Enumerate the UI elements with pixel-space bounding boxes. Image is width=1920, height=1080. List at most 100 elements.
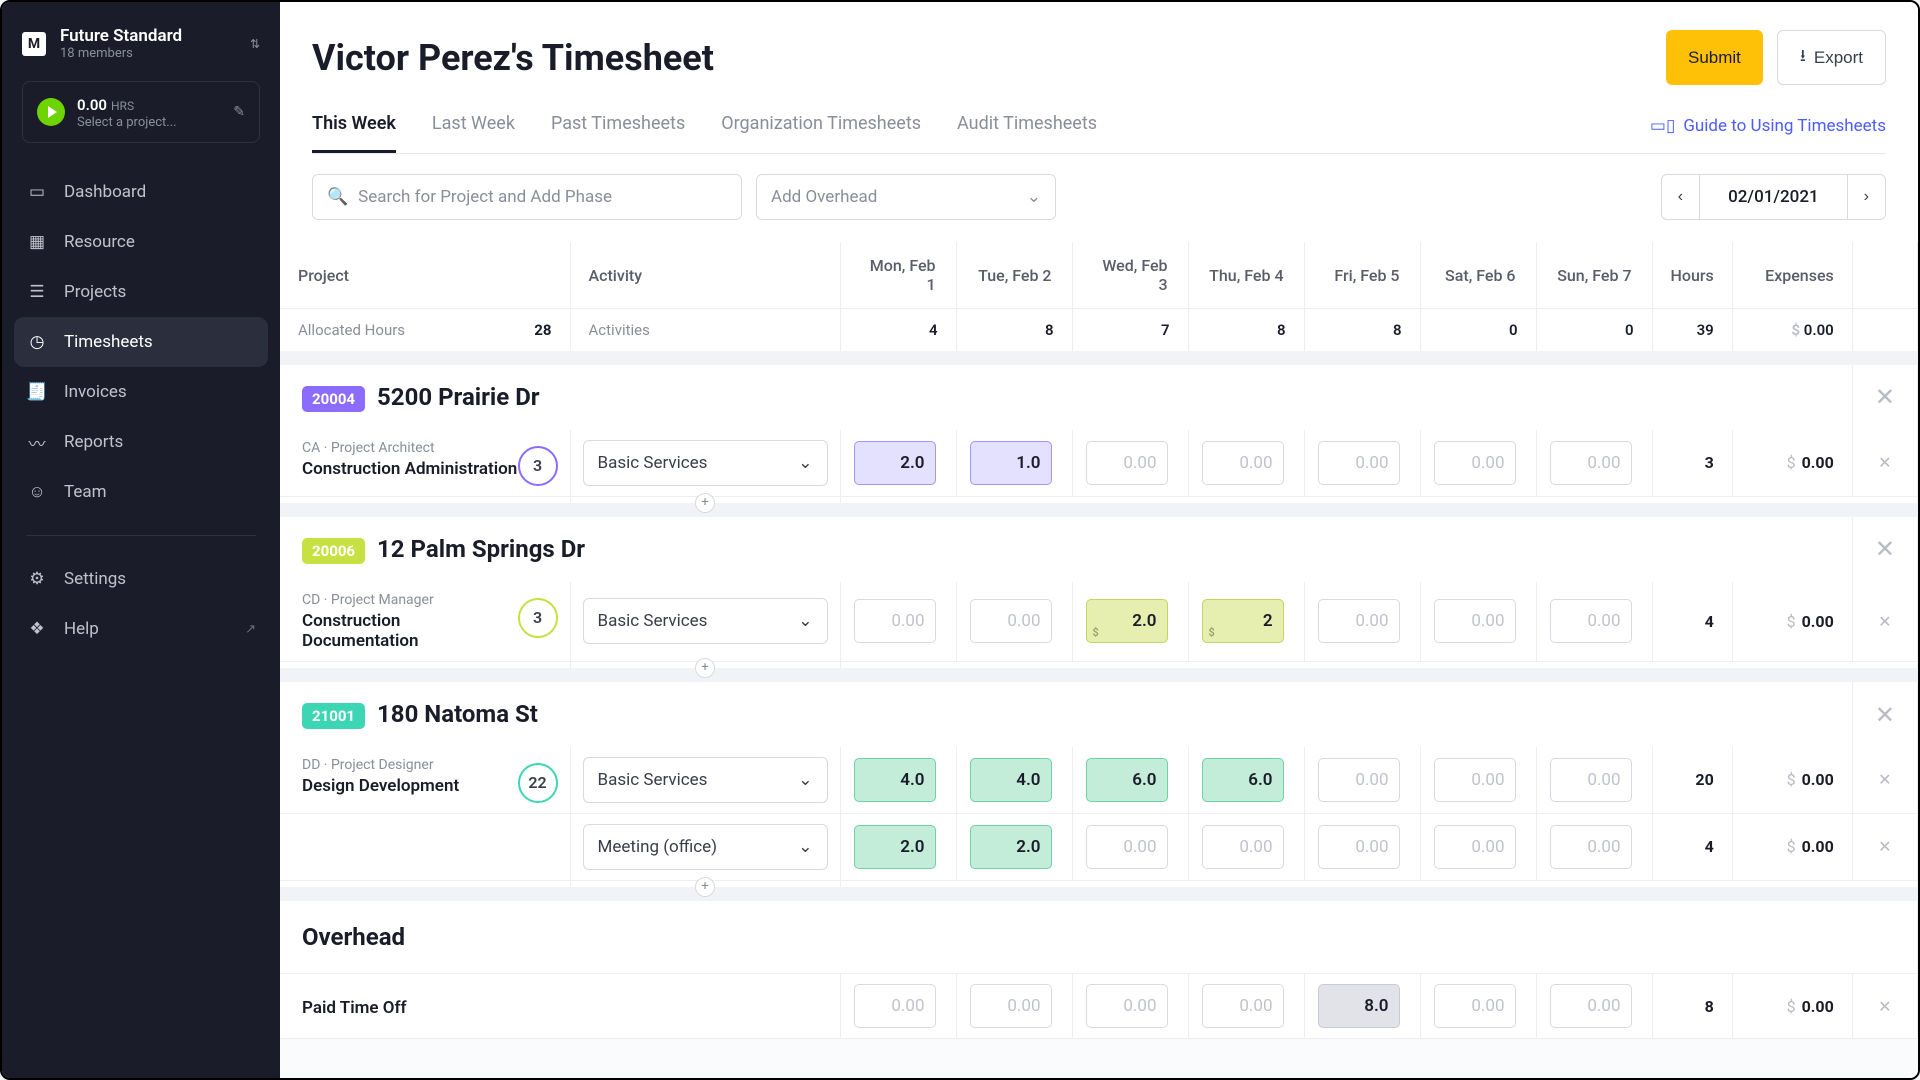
hour-cell-wed[interactable]: 0.00 — [1086, 984, 1168, 1028]
budget-badge: 22 — [518, 763, 558, 803]
hour-cell-thu[interactable]: 0.00 — [1202, 441, 1284, 485]
activity-select[interactable]: Basic Services⌄ — [583, 757, 828, 803]
hour-cell-sun[interactable]: 0.00 — [1550, 599, 1632, 643]
phase-name: Paid Time Off — [302, 998, 828, 1018]
guide-link[interactable]: ▭▯Guide to Using Timesheets — [1650, 116, 1886, 150]
hour-cell-mon[interactable]: 2.0 — [854, 825, 936, 869]
nav-resource[interactable]: ▦Resource — [2, 217, 280, 267]
remove-project-button[interactable]: ✕ — [1852, 510, 1917, 582]
hour-cell-sat[interactable]: 0.00 — [1434, 599, 1516, 643]
hour-cell-wed[interactable]: 0.00 — [1086, 825, 1168, 869]
tab-audit[interactable]: Audit Timesheets — [957, 113, 1097, 153]
hour-cell-sat[interactable]: 0.00 — [1434, 758, 1516, 802]
timesheet-row: 22DD · Project DesignerDesign Developmen… — [280, 747, 1918, 814]
remove-row-button[interactable]: ✕ — [1852, 582, 1917, 662]
tab-past[interactable]: Past Timesheets — [551, 113, 685, 153]
nav-projects[interactable]: ☰Projects — [2, 267, 280, 317]
hour-cell-sat[interactable]: 0.00 — [1434, 441, 1516, 485]
sidebar: M Future Standard 18 members ⇅ 0.00HRS S… — [2, 2, 280, 1078]
hour-cell-sat[interactable]: 0.00 — [1434, 984, 1516, 1028]
external-icon: ↗ — [245, 622, 256, 637]
hour-cell-fri[interactable]: 0.00 — [1318, 599, 1400, 643]
hour-cell-fri[interactable]: 0.00 — [1318, 825, 1400, 869]
timesheet-row: 3CA · Project ArchitectConstruction Admi… — [280, 430, 1918, 497]
timer-hours: 0.00 — [77, 96, 107, 114]
col-mon: Mon, Feb 1 — [840, 242, 956, 309]
nav-dashboard[interactable]: ▭Dashboard — [2, 167, 280, 217]
timer-widget[interactable]: 0.00HRS Select a project... ✎ — [22, 81, 260, 143]
hour-cell-mon[interactable]: 4.0 — [854, 758, 936, 802]
hour-cell-thu[interactable]: 0.00 — [1202, 984, 1284, 1028]
hour-cell-fri[interactable]: 0.00 — [1318, 441, 1400, 485]
hour-cell-wed[interactable]: $2.0 — [1086, 599, 1168, 643]
hour-cell-sun[interactable]: 0.00 — [1550, 825, 1632, 869]
add-row-button[interactable]: + — [695, 658, 715, 678]
hour-cell-thu[interactable]: 6.0 — [1202, 758, 1284, 802]
hour-cell-sun[interactable]: 0.00 — [1550, 758, 1632, 802]
export-button[interactable]: ⭳Export — [1777, 30, 1886, 85]
remove-row-button[interactable]: ✕ — [1852, 974, 1917, 1039]
hour-cell-tue[interactable]: 0.00 — [970, 599, 1052, 643]
hour-cell-sun[interactable]: 0.00 — [1550, 984, 1632, 1028]
search-input[interactable]: 🔍 Search for Project and Add Phase — [312, 174, 742, 220]
org-switcher[interactable]: M Future Standard 18 members ⇅ — [2, 26, 280, 81]
activity-select[interactable]: Meeting (office)⌄ — [583, 824, 828, 870]
activity-select[interactable]: Basic Services⌄ — [583, 440, 828, 486]
project-header: 2000612 Palm Springs Dr ✕ — [280, 510, 1918, 582]
edit-icon[interactable]: ✎ — [233, 104, 245, 120]
nav-invoices[interactable]: 🧾Invoices — [2, 367, 280, 417]
row-total: 3 — [1652, 430, 1732, 497]
play-icon[interactable] — [37, 98, 65, 126]
hour-cell-mon[interactable]: 0.00 — [854, 984, 936, 1028]
remove-row-button[interactable]: ✕ — [1852, 813, 1917, 880]
remove-row-button[interactable]: ✕ — [1852, 430, 1917, 497]
remove-project-button[interactable]: ✕ — [1852, 675, 1917, 747]
nav-settings[interactable]: ⚙Settings — [2, 554, 280, 604]
hour-cell-tue[interactable]: 2.0 — [970, 825, 1052, 869]
row-expense[interactable]: $0.00 — [1732, 582, 1852, 662]
tab-org[interactable]: Organization Timesheets — [721, 113, 921, 153]
hour-cell-sun[interactable]: 0.00 — [1550, 441, 1632, 485]
remove-row-button[interactable]: ✕ — [1852, 747, 1917, 814]
nav-team[interactable]: ☺Team — [2, 467, 280, 517]
tab-this-week[interactable]: This Week — [312, 113, 396, 153]
row-expense[interactable]: $0.00 — [1732, 430, 1852, 497]
person-icon: ☺ — [26, 481, 48, 503]
date-next-button[interactable]: › — [1848, 176, 1885, 218]
timesheet-grid: Project Activity Mon, Feb 1 Tue, Feb 2 W… — [280, 242, 1918, 1039]
hour-cell-tue[interactable]: 1.0 — [970, 441, 1052, 485]
hour-cell-fri[interactable]: 8.0 — [1318, 984, 1400, 1028]
hour-cell-tue[interactable]: 4.0 — [970, 758, 1052, 802]
submit-button[interactable]: Submit — [1666, 30, 1763, 85]
hour-cell-mon[interactable]: 0.00 — [854, 599, 936, 643]
col-fri: Fri, Feb 5 — [1304, 242, 1420, 309]
date-prev-button[interactable]: ‹ — [1662, 176, 1699, 218]
grid-icon: ▦ — [26, 231, 48, 253]
add-row-button[interactable]: + — [695, 877, 715, 897]
hour-cell-sat[interactable]: 0.00 — [1434, 825, 1516, 869]
row-expense[interactable]: $0.00 — [1732, 747, 1852, 814]
nav-help[interactable]: ❖Help↗ — [2, 604, 280, 654]
row-expense[interactable]: $0.00 — [1732, 813, 1852, 880]
hour-cell-thu[interactable]: $2 — [1202, 599, 1284, 643]
activity-select[interactable]: Basic Services⌄ — [583, 598, 828, 644]
overhead-select[interactable]: Add Overhead ⌄ — [756, 174, 1056, 220]
remove-project-button[interactable]: ✕ — [1852, 358, 1917, 430]
date-display[interactable]: 02/01/2021 — [1699, 175, 1848, 219]
tab-last-week[interactable]: Last Week — [432, 113, 515, 153]
col-activity: Activity — [570, 242, 840, 309]
row-expense[interactable]: $0.00 — [1732, 974, 1852, 1039]
nav-timesheets[interactable]: ◷Timesheets — [14, 317, 268, 367]
book-icon: ▭▯ — [1650, 116, 1675, 136]
hour-cell-wed[interactable]: 0.00 — [1086, 441, 1168, 485]
hour-cell-thu[interactable]: 0.00 — [1202, 825, 1284, 869]
hour-cell-wed[interactable]: 6.0 — [1086, 758, 1168, 802]
budget-badge: 3 — [518, 446, 558, 486]
list-icon: ☰ — [26, 281, 48, 303]
hour-cell-mon[interactable]: 2.0 — [854, 441, 936, 485]
nav-divider — [26, 535, 256, 536]
add-row-button[interactable]: + — [695, 493, 715, 513]
nav-reports[interactable]: 〰Reports — [2, 417, 280, 467]
hour-cell-tue[interactable]: 0.00 — [970, 984, 1052, 1028]
hour-cell-fri[interactable]: 0.00 — [1318, 758, 1400, 802]
